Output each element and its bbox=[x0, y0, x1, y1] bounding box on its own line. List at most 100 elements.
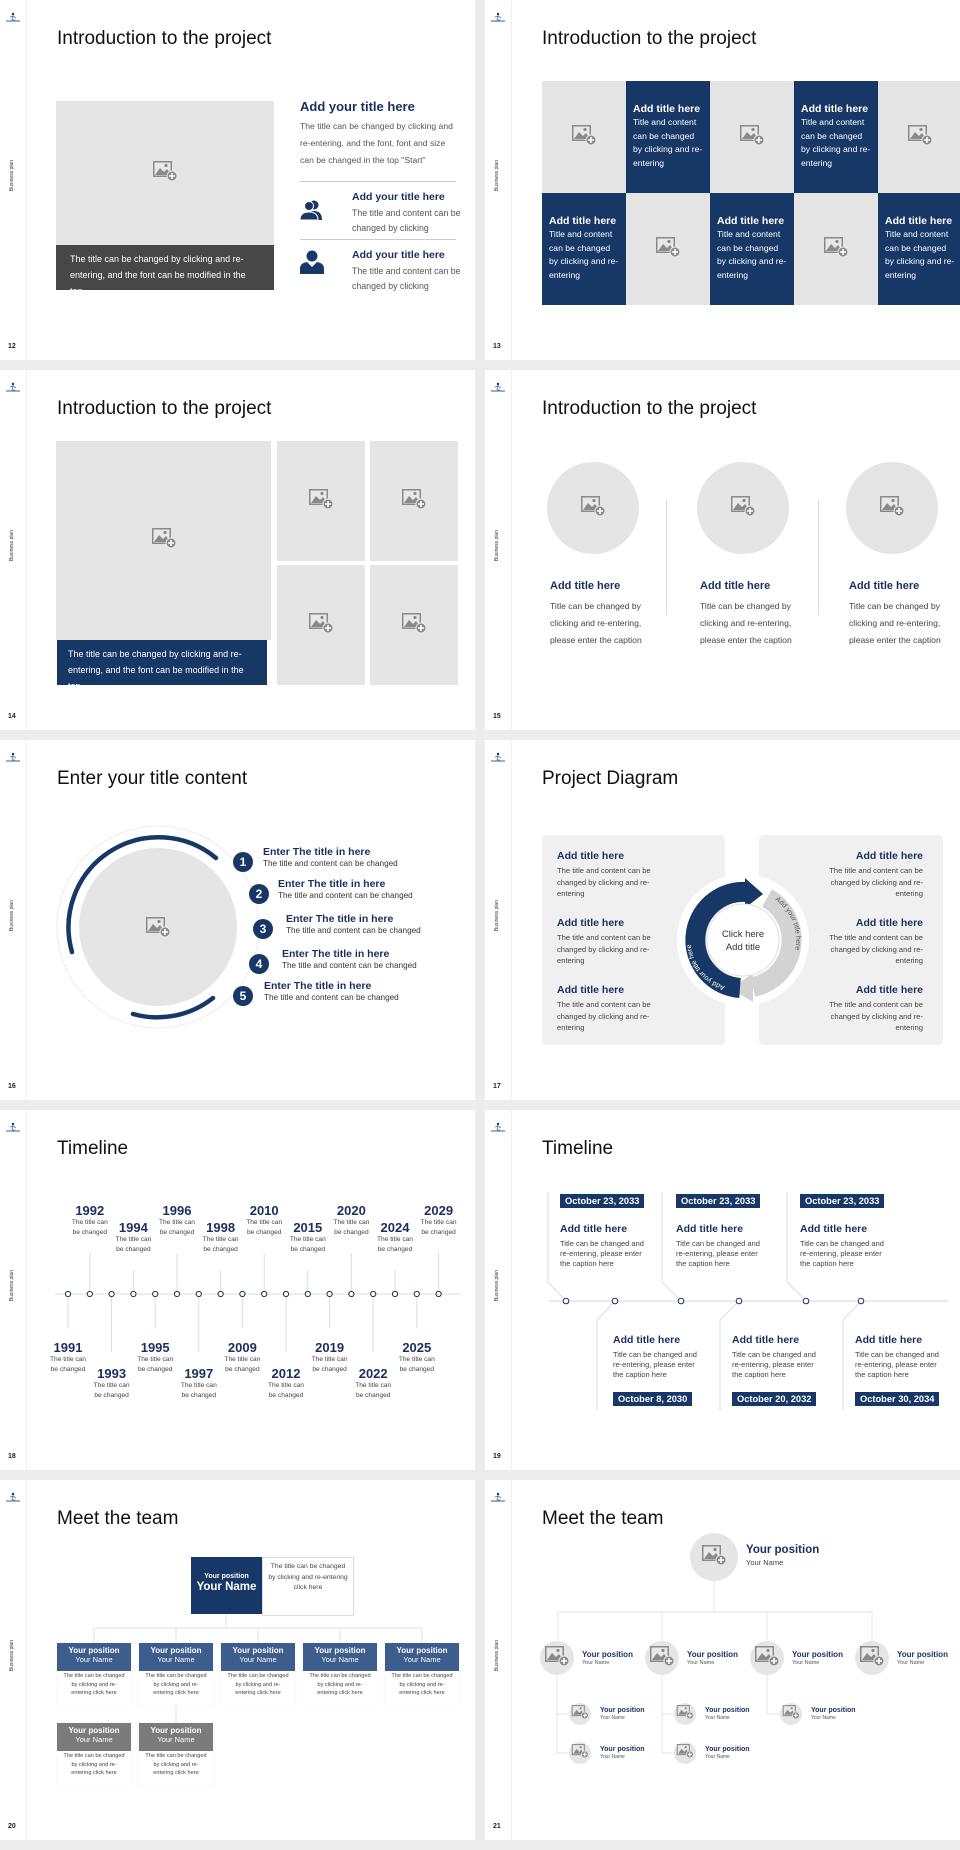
item-body: The title and content can be changed by … bbox=[352, 266, 461, 291]
member-position: Your position bbox=[314, 1646, 366, 1655]
timeline-graphic bbox=[547, 1192, 948, 1410]
item-title: Add title here bbox=[700, 580, 771, 592]
date-badge: October 23, 2033 bbox=[560, 1194, 645, 1208]
item-body: The title and content can be changed bbox=[286, 926, 421, 935]
image-placeholder[interactable] bbox=[569, 1742, 591, 1764]
timeline-node bbox=[326, 1290, 333, 1298]
timeline-node bbox=[562, 1297, 570, 1305]
image-placeholder[interactable] bbox=[542, 81, 626, 193]
member-card[interactable]: Your position Your Name The title can be c… bbox=[57, 1723, 131, 1785]
image-placeholder[interactable] bbox=[540, 1641, 574, 1675]
logo-icon bbox=[5, 379, 21, 397]
slide-20[interactable]: Business plan 20 Meet the team Your posi… bbox=[0, 1480, 475, 1840]
member-header: Your position Your Name bbox=[303, 1643, 377, 1671]
member-name: Your Name bbox=[75, 1735, 113, 1744]
image-placeholder[interactable] bbox=[277, 565, 365, 685]
image-placeholder[interactable] bbox=[645, 1641, 679, 1675]
image-add-icon bbox=[580, 495, 606, 522]
member-card[interactable]: Your position Your Name The title can be c… bbox=[139, 1723, 213, 1785]
member-position: Your position bbox=[68, 1726, 120, 1735]
ring-graphic bbox=[56, 825, 260, 1029]
connector-line bbox=[661, 1192, 682, 1302]
right-item-title: Add title here bbox=[855, 850, 923, 862]
timeline-node bbox=[370, 1290, 377, 1298]
event-body: Title can be changed and re-entering, pl… bbox=[613, 1350, 697, 1379]
slide-title: Introduction to the project bbox=[542, 398, 757, 419]
lead-card[interactable]: Your position Your Name bbox=[191, 1557, 262, 1614]
image-placeholder[interactable] bbox=[855, 1641, 889, 1675]
text-cell[interactable]: Add title here Title and content can be c… bbox=[626, 81, 710, 193]
member-position: Your position bbox=[705, 1707, 750, 1714]
image-placeholder[interactable] bbox=[690, 1533, 738, 1581]
text-cell[interactable]: Add title here Title and content can be c… bbox=[794, 81, 878, 193]
slide-21[interactable]: Business plan 21 Meet the team Your posi… bbox=[485, 1480, 960, 1840]
member-card[interactable]: Your position Your Name The title can be c… bbox=[57, 1643, 131, 1705]
member-card[interactable]: Your position Your Name The title can be c… bbox=[303, 1643, 377, 1705]
member-card[interactable]: Your position Your Name The title can be c… bbox=[385, 1643, 459, 1705]
item-title: Enter The title in here bbox=[282, 948, 390, 960]
lead-position: Your position bbox=[204, 1573, 249, 1580]
image-add-icon bbox=[308, 488, 334, 515]
page-number: 12 bbox=[8, 343, 16, 350]
slide-sidebar bbox=[0, 1480, 27, 1840]
divider bbox=[300, 239, 456, 240]
logo-icon bbox=[490, 1119, 506, 1137]
timeline-node bbox=[435, 1290, 442, 1298]
right-item-body: The title and content can be changed by … bbox=[829, 866, 923, 899]
image-placeholder[interactable] bbox=[750, 1641, 784, 1675]
slide-13[interactable]: Business plan 13 Introduction to the pro… bbox=[485, 0, 960, 360]
image-placeholder[interactable] bbox=[794, 193, 878, 305]
center-line-2[interactable]: Add title bbox=[726, 942, 760, 953]
member-card[interactable]: Your position Your Name The title can be c… bbox=[221, 1643, 295, 1705]
slide-16[interactable]: Business plan 16 Enter your title conten… bbox=[0, 740, 475, 1100]
cycle-diagram: Add your title here Add your title here … bbox=[677, 874, 809, 1006]
image-placeholder[interactable] bbox=[277, 441, 365, 561]
member-name: Your Name bbox=[403, 1655, 441, 1664]
image-placeholder[interactable] bbox=[626, 193, 710, 305]
date-badge: October 20, 2032 bbox=[732, 1392, 817, 1406]
image-placeholder[interactable] bbox=[846, 462, 938, 554]
slide-15[interactable]: Business plan 15 Introduction to the pro… bbox=[485, 370, 960, 730]
timeline-node bbox=[857, 1297, 865, 1305]
image-placeholder[interactable] bbox=[878, 81, 960, 193]
cell-title: Add title here bbox=[801, 103, 869, 115]
users-icon bbox=[299, 200, 324, 225]
image-placeholder[interactable] bbox=[370, 441, 458, 561]
event-text: The title can be changed bbox=[224, 1356, 261, 1373]
event-year: 1992 bbox=[75, 1203, 105, 1218]
slide-14[interactable]: Business plan 14 Introduction to the pro… bbox=[0, 370, 475, 730]
center-line-1[interactable]: Click here bbox=[722, 929, 764, 940]
slide-19[interactable]: Business plan 19 Timeline October 23, 20… bbox=[485, 1110, 960, 1470]
timeline-node bbox=[173, 1290, 181, 1298]
image-add-icon bbox=[308, 612, 334, 639]
image-placeholder[interactable] bbox=[780, 1703, 802, 1725]
text-cell[interactable]: Add title here Title and content can be c… bbox=[710, 193, 794, 305]
image-placeholder[interactable] bbox=[569, 1703, 591, 1725]
image-placeholder[interactable] bbox=[710, 81, 794, 193]
timeline-node bbox=[217, 1290, 224, 1298]
image-placeholder[interactable] bbox=[56, 441, 271, 640]
date-badge: October 23, 2033 bbox=[676, 1194, 761, 1208]
event-text: The title can be changed bbox=[93, 1382, 130, 1399]
image-add-icon bbox=[730, 495, 756, 522]
image-placeholder[interactable] bbox=[370, 565, 458, 685]
left-item-title: Add title here bbox=[557, 917, 625, 929]
image-placeholder[interactable] bbox=[674, 1742, 696, 1764]
image-placeholder[interactable] bbox=[674, 1703, 696, 1725]
image-placeholder[interactable] bbox=[56, 101, 274, 246]
member-card[interactable]: Your position Your Name The title can be c… bbox=[139, 1643, 213, 1705]
slide-18[interactable]: Business plan 18 Timeline 1991 The title … bbox=[0, 1110, 475, 1470]
left-item-title: Add title here bbox=[557, 984, 625, 996]
event-text: The title can be changed bbox=[50, 1356, 86, 1373]
navy-arrow bbox=[685, 881, 748, 998]
text-cell[interactable]: Add title here Title and content can be c… bbox=[542, 193, 626, 305]
event-text: The title can be changed bbox=[180, 1382, 217, 1399]
item-title: Add title here bbox=[849, 580, 920, 592]
event-text: The title can be changed bbox=[246, 1219, 283, 1236]
image-placeholder[interactable] bbox=[547, 462, 639, 554]
text-cell[interactable]: Add title here Title and content can be c… bbox=[878, 193, 960, 305]
image-placeholder[interactable] bbox=[697, 462, 789, 554]
gray-arrowhead bbox=[731, 973, 753, 1002]
slide-17[interactable]: Business plan 17 Project Diagram Add you… bbox=[485, 740, 960, 1100]
slide-12[interactable]: Business plan 12 Introduction to the pro… bbox=[0, 0, 475, 360]
